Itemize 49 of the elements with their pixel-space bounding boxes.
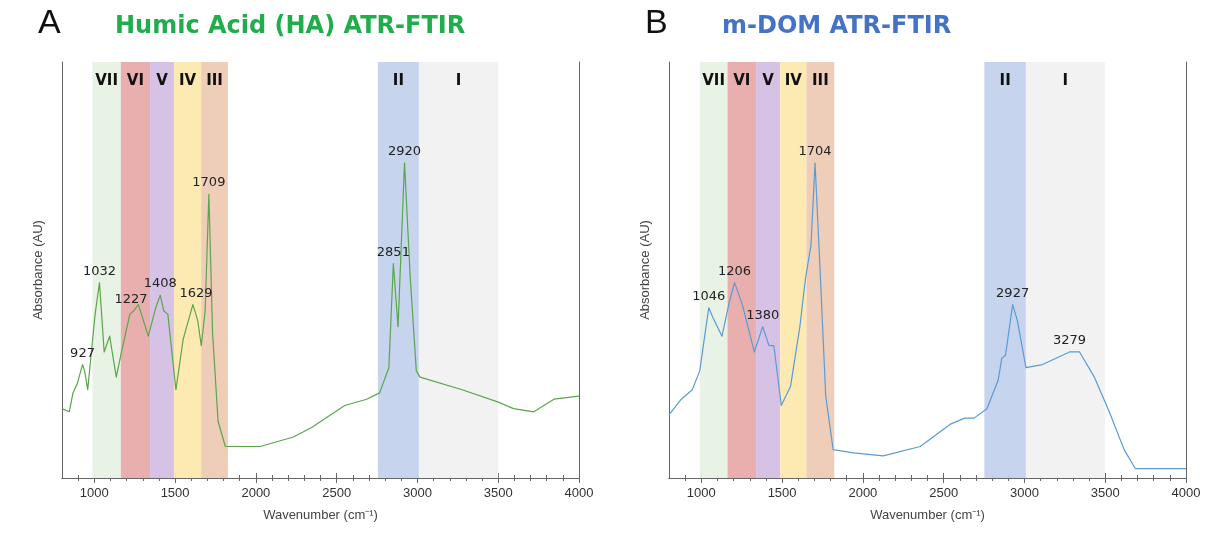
annotation: 1408 <box>143 275 177 291</box>
annotation: 1704 <box>798 142 832 158</box>
text: A <box>38 2 61 40</box>
band-label: VII <box>702 70 725 89</box>
x-tick-label: 2000 <box>241 485 271 500</box>
annotation: 1032 <box>82 262 117 278</box>
chart-title: Humic Acid (HA) ATR-FTIR <box>115 11 466 39</box>
annotation: 927 <box>70 344 95 360</box>
y-axis-title: Absorbance (AU) <box>637 220 652 320</box>
band-label: VI <box>733 70 751 89</box>
chart-title: m-DOM ATR-FTIR <box>722 11 952 39</box>
annotation: 1709 <box>192 174 226 190</box>
x-tick-label: 1500 <box>160 485 190 500</box>
annotation: 1046 <box>692 287 726 303</box>
band-label: II <box>392 70 404 89</box>
annotation: 1206 <box>718 262 752 278</box>
band-label: III <box>206 70 223 89</box>
band-label: V <box>156 70 169 89</box>
band-label: II <box>999 70 1011 89</box>
band-label: VI <box>126 70 145 89</box>
x-tick-label: 2500 <box>322 485 352 500</box>
x-tick-label: 1500 <box>767 485 797 500</box>
annotation: 2851 <box>376 243 410 259</box>
band-label: I <box>1062 70 1069 89</box>
x-tick-label: 3000 <box>402 485 432 500</box>
x-tick-label: 2000 <box>848 485 878 500</box>
band-label: IV <box>784 70 803 89</box>
x-axis-title: Wavenumber (cm⁻¹) <box>870 507 985 522</box>
band-label: IV <box>178 70 197 89</box>
x-axis-title: Wavenumber (cm⁻¹) <box>263 507 378 522</box>
annotation: 2927 <box>996 284 1030 300</box>
x-tick-label: 1000 <box>686 485 716 500</box>
x-tick-label: 3500 <box>483 485 513 500</box>
band-label: I <box>455 70 462 89</box>
annotation: 1380 <box>746 306 780 322</box>
x-tick-label: 3000 <box>1009 485 1039 500</box>
x-tick-label: 4000 <box>564 485 594 500</box>
x-tick-label: 1000 <box>79 485 109 500</box>
annotation: 1227 <box>114 290 148 306</box>
annotation: 2920 <box>387 142 422 158</box>
y-axis-title: Absorbance (AU) <box>30 220 45 320</box>
x-tick-label: 4000 <box>1171 485 1201 500</box>
band-label: V <box>762 70 775 89</box>
annotation: 3279 <box>1052 331 1087 347</box>
band-label: VII <box>95 70 118 89</box>
x-tick-label: 3500 <box>1090 485 1120 500</box>
x-tick-label: 2500 <box>929 485 959 500</box>
band-label: III <box>812 70 829 89</box>
text: B <box>645 2 668 40</box>
